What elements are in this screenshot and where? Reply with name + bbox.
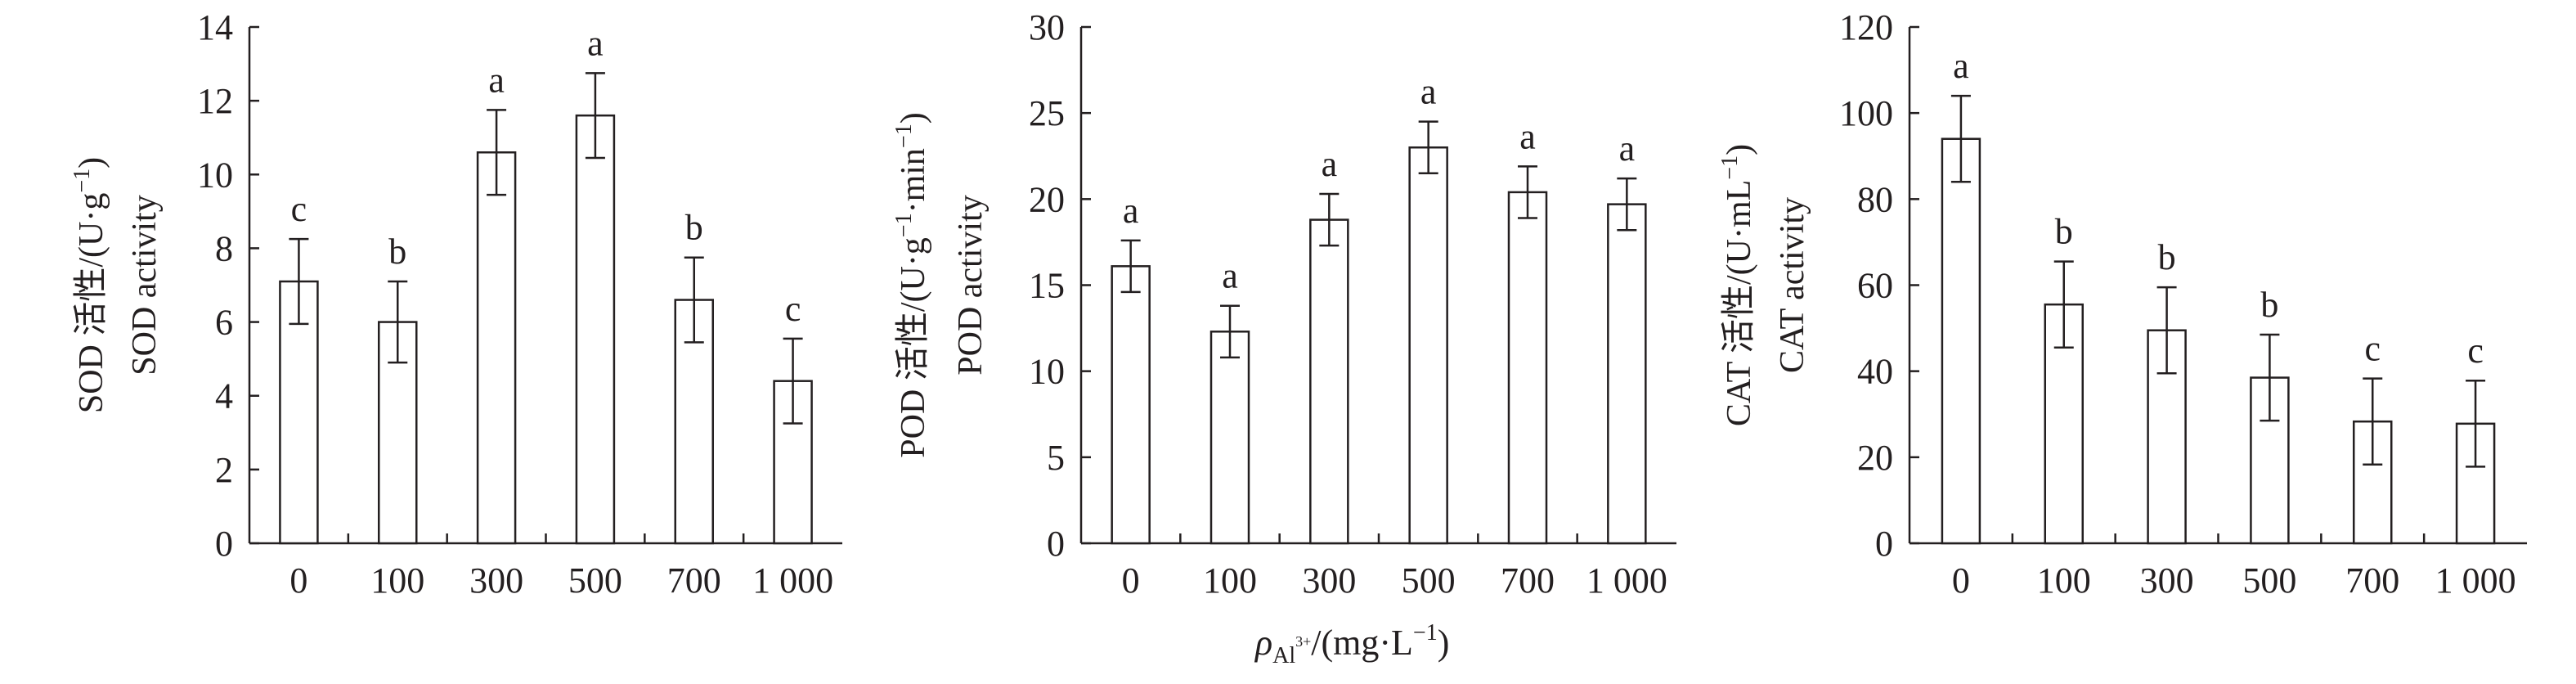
y-tick-label: 10 [197,155,233,195]
x-tick-label: 300 [1302,560,1356,601]
y-tick-label: 80 [1857,179,1893,219]
y-tick-label: 25 [1029,93,1065,133]
bar [279,280,319,545]
y-tick-label: 2 [215,450,233,490]
significance-label: a [1322,144,1338,184]
x-tick-label: 300 [2140,560,2194,601]
bar [1507,191,1548,545]
y-axis-label-line1: POD 活性/(U·g−1·min−1) [891,112,932,457]
y-tick-label: 0 [215,524,233,564]
x-tick-label: 100 [1203,560,1257,601]
significance-label: a [587,23,604,63]
bar [476,151,517,545]
x-tick-label: 300 [469,560,523,601]
x-axis-subscript: Al [1272,643,1295,668]
significance-label: c [2364,329,2381,369]
significance-label: a [1619,128,1636,169]
x-tick-label: 100 [2037,560,2091,601]
significance-label: c [2467,331,2484,371]
y-tick-label: 40 [1857,352,1893,392]
x-axis-symbol: ρ [1254,623,1272,663]
x-tick-label: 500 [1402,560,1456,601]
significance-label: b [388,232,406,272]
x-tick-label: 1 000 [1586,560,1667,601]
x-axis-label: ρAl3+/(mg·L−1) [1254,620,1449,668]
y-axis-label-line2: POD activity [952,195,990,375]
significance-label: b [2158,237,2176,277]
y-tick-label: 120 [1839,7,1893,47]
significance-label: a [1953,46,1969,86]
significance-label: a [1519,116,1536,156]
x-tick-label: 500 [2242,560,2296,601]
y-tick-label: 8 [215,228,233,268]
bar [1607,203,1647,545]
y-tick-label: 0 [1047,524,1065,564]
y-tick-label: 60 [1857,266,1893,306]
y-tick-label: 12 [197,81,233,121]
bar [1941,137,1981,545]
y-tick-label: 15 [1029,266,1065,306]
bar [1309,218,1349,545]
significance-label: b [2055,212,2073,252]
bar [575,114,616,545]
x-axis-unit-sup: −1 [1413,620,1438,646]
x-tick-label: 700 [667,560,721,601]
x-tick-label: 0 [289,560,307,601]
significance-label: c [291,189,307,229]
x-tick-label: 500 [568,560,622,601]
y-axis-label-line2: CAT activity [1774,197,1811,373]
x-axis-subscript-sup: 3+ [1295,633,1311,650]
significance-label: c [785,289,801,329]
y-axis-label-line1: CAT 活性/(U·mL−1) [1717,144,1758,426]
x-tick-label: 1 000 [752,560,833,601]
bar [1209,331,1250,545]
panel-3: 0 20 40 60 80 100 120 a 0 b 100 b 300 b 500 c 700 c 1 000 C… [1717,7,2527,601]
y-tick-label: 100 [1839,93,1893,133]
y-tick-label: 5 [1047,438,1065,478]
significance-label: b [685,208,703,248]
y-axis-label-line1: SOD 活性/(U·g−1) [70,157,110,413]
y-tick-label: 14 [197,7,233,47]
y-tick-label: 20 [1857,438,1893,478]
y-tick-label: 6 [215,303,233,343]
x-tick-label: 700 [2345,560,2399,601]
x-tick-label: 100 [370,560,424,601]
x-tick-label: 700 [1501,560,1555,601]
y-tick-label: 10 [1029,352,1065,392]
y-tick-label: 30 [1029,7,1065,47]
bar [2147,329,2187,545]
x-tick-label: 0 [1122,560,1140,601]
panel-1: 0 2 4 6 8 10 12 14 c 0 b 100 a 300 a 500 b 700 c 1 000 SOD 活… [70,7,842,601]
significance-label: a [1222,256,1238,296]
y-tick-label: 0 [1875,524,1893,564]
panel-2: 0 5 10 15 20 25 30 a 0 a 100 a 300 a 500 a 700 a 1 000 POD … [891,7,1676,601]
x-axis-unit: /(mg·L [1311,623,1413,663]
significance-label: a [488,60,505,100]
y-axis-label-line2: SOD activity [126,195,164,375]
significance-label: a [1420,72,1437,112]
x-tick-label: 0 [1952,560,1970,601]
x-axis-unit-end: ) [1438,623,1450,663]
x-tick-label: 1 000 [2435,560,2516,601]
significance-label: a [1123,191,1139,231]
y-tick-label: 20 [1029,179,1065,219]
bar [1408,146,1448,545]
y-tick-label: 4 [215,376,233,416]
significance-label: b [2260,285,2278,325]
bar [1111,265,1151,545]
